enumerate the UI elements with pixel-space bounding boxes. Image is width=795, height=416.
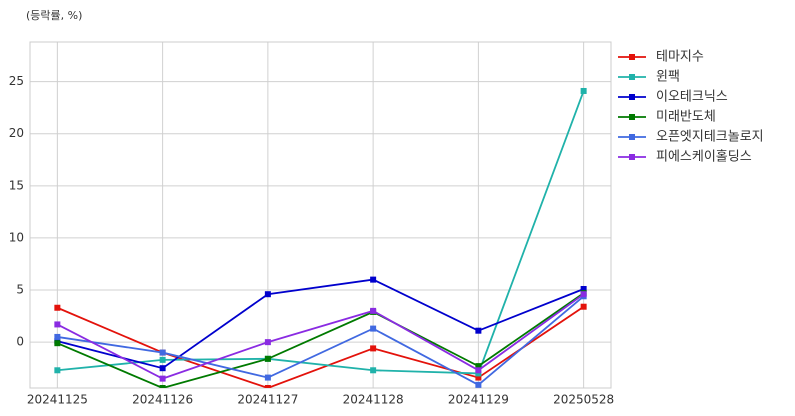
data-point	[54, 321, 61, 328]
series-line	[57, 305, 585, 388]
data-point	[370, 345, 377, 352]
data-point	[264, 339, 271, 346]
data-point	[54, 340, 61, 347]
data-point	[264, 291, 271, 298]
legend-marker	[629, 94, 635, 100]
x-tick-label: 20250528	[553, 393, 614, 407]
legend-marker	[629, 114, 635, 120]
annotation: (등락률, %)	[26, 9, 82, 22]
y-tick-label: 0	[16, 335, 24, 349]
data-point	[159, 349, 166, 356]
legend-label: 오픈엣지테크놀로지	[656, 130, 764, 145]
data-point	[370, 367, 377, 374]
data-point	[159, 365, 166, 372]
legend-label: 테마지수	[656, 50, 704, 65]
data-point	[264, 355, 271, 362]
legend-label: 피에스케이홀딩스	[656, 150, 752, 165]
y-tick-label: 10	[9, 230, 24, 244]
plot-frame	[29, 41, 612, 389]
x-tick-label: 20241128	[343, 393, 404, 407]
data-point	[475, 374, 482, 381]
y-tick-label: 5	[16, 283, 24, 297]
data-point	[580, 291, 587, 298]
x-tick-label: 20241129	[448, 393, 509, 407]
data-point	[264, 385, 271, 388]
data-point	[54, 367, 61, 374]
series-line	[57, 295, 585, 386]
data-point	[580, 303, 587, 310]
legend-label: 이오테크닉스	[656, 90, 728, 105]
y-tick-label: 15	[9, 178, 24, 192]
data-point	[475, 381, 482, 388]
data-point	[475, 363, 482, 370]
x-tick-label: 20241126	[132, 393, 193, 407]
data-point	[264, 374, 271, 381]
legend-marker	[629, 134, 635, 140]
series-line	[57, 90, 585, 375]
legend-label: 미래반도체	[656, 110, 716, 125]
y-tick-label: 25	[9, 74, 24, 88]
data-point	[475, 367, 482, 374]
legend-marker	[629, 154, 635, 160]
data-point	[370, 307, 377, 314]
y-tick-label: 20	[9, 126, 24, 140]
data-point	[159, 356, 166, 363]
data-point	[580, 87, 587, 94]
legend-marker	[629, 74, 635, 80]
data-point	[370, 276, 377, 283]
data-point	[54, 304, 61, 311]
legend-marker	[629, 54, 635, 60]
data-point	[475, 370, 482, 377]
legend-label: 윈팩	[656, 70, 680, 85]
series-line	[57, 278, 584, 370]
data-point	[54, 333, 61, 340]
series-line	[56, 293, 585, 380]
series-line	[57, 292, 585, 388]
x-tick-label: 20241125	[27, 393, 88, 407]
data-point	[159, 375, 166, 382]
data-point	[370, 325, 377, 332]
data-point	[580, 285, 587, 292]
x-tick-label: 20241127	[237, 393, 298, 407]
data-point	[159, 385, 166, 388]
data-point	[475, 327, 482, 334]
